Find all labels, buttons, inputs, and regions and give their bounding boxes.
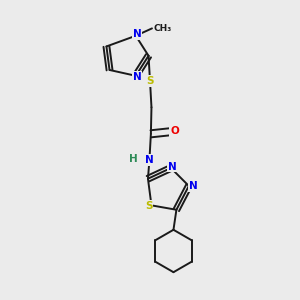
Text: N: N	[189, 181, 198, 191]
Text: S: S	[146, 76, 154, 86]
Text: CH₃: CH₃	[153, 24, 172, 33]
Text: N: N	[168, 161, 177, 172]
Text: N: N	[133, 29, 142, 39]
Text: S: S	[145, 201, 152, 211]
Text: N: N	[133, 72, 142, 82]
Text: H: H	[129, 154, 138, 164]
Text: N: N	[145, 155, 154, 165]
Text: O: O	[170, 126, 179, 136]
